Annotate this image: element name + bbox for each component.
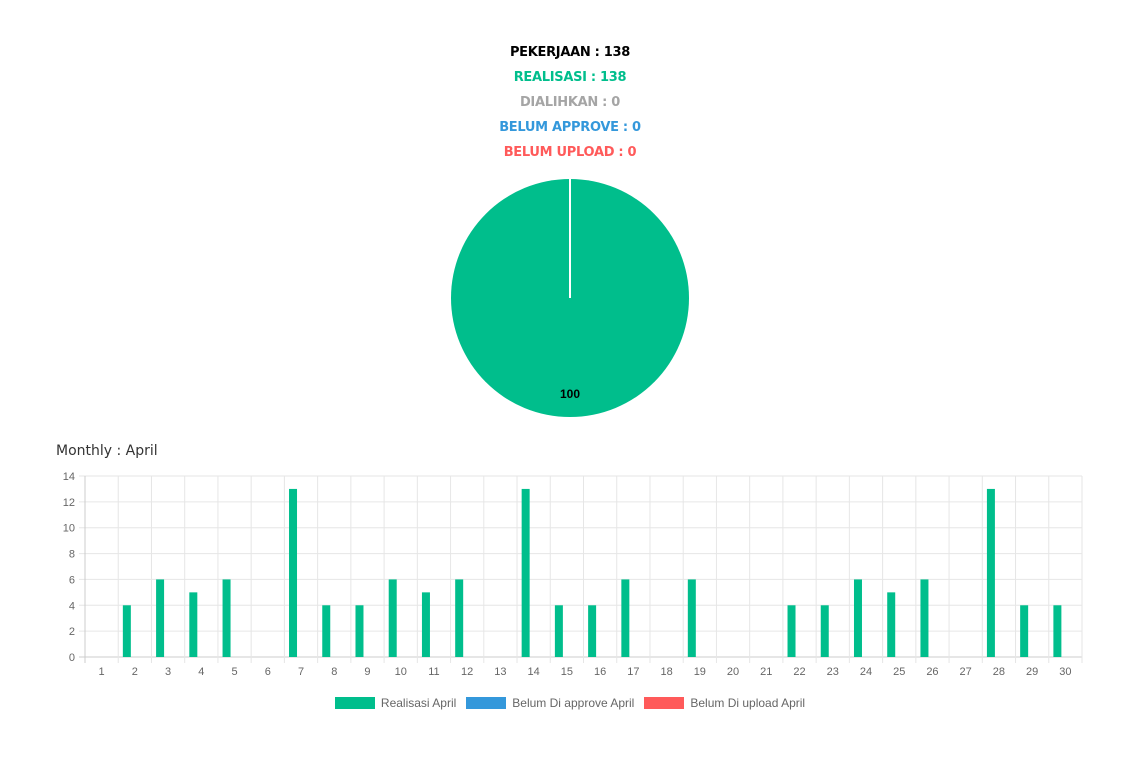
bar-realisasi-april[interactable] [588, 605, 597, 657]
monthly-chart-title: Monthly : April [56, 443, 158, 459]
x-tick-label: 17 [627, 666, 639, 678]
pekerjaan-count: PEKERJAAN : 138 [509, 45, 631, 60]
y-tick-label: 4 [69, 600, 75, 612]
belum-approve-count: BELUM APPROVE : 0 [499, 120, 641, 135]
bar-realisasi-april[interactable] [289, 488, 298, 657]
y-tick-label: 14 [63, 471, 75, 483]
x-tick-label: 15 [561, 666, 573, 678]
bar-realisasi-april[interactable] [322, 605, 331, 657]
x-tick-label: 2 [132, 666, 138, 678]
legend-swatch-realisasi [334, 697, 375, 709]
bar-realisasi-april[interactable] [222, 579, 231, 657]
legend-label-belum-upload: Belum Di upload April [690, 696, 806, 710]
x-tick-label: 1 [99, 666, 105, 678]
y-tick-label: 0 [69, 652, 75, 664]
bar-realisasi-april[interactable] [1020, 605, 1029, 657]
x-tick-label: 26 [926, 666, 938, 678]
bar-realisasi-april[interactable] [687, 579, 696, 657]
x-tick-label: 16 [594, 666, 606, 678]
x-tick-label: 6 [265, 666, 271, 678]
bar-realisasi-april[interactable] [122, 605, 131, 657]
summary-stats: PEKERJAAN : 138 REALISASI : 138 DIALIHKA… [0, 40, 1140, 165]
legend-swatch-belum-upload [644, 697, 685, 709]
x-tick-label: 21 [760, 666, 772, 678]
y-tick-label: 12 [63, 497, 75, 509]
x-tick-label: 20 [727, 666, 739, 678]
x-tick-label: 28 [993, 666, 1005, 678]
dialihkan-count: DIALIHKAN : 0 [519, 95, 621, 110]
bar-realisasi-april[interactable] [787, 605, 796, 657]
x-tick-label: 24 [860, 666, 872, 678]
legend-item-belum-upload[interactable]: Belum Di upload April [644, 696, 805, 710]
x-tick-label: 12 [461, 666, 473, 678]
y-tick-label: 6 [69, 574, 75, 586]
x-tick-label: 29 [1026, 666, 1038, 678]
pie-chart[interactable]: 100 [449, 177, 691, 419]
bar-realisasi-april[interactable] [156, 579, 165, 657]
bar-realisasi-april[interactable] [521, 488, 530, 657]
bar-realisasi-april[interactable] [820, 605, 829, 657]
x-tick-label: 27 [960, 666, 972, 678]
legend-item-belum-approve[interactable]: Belum Di approve April [466, 696, 634, 710]
legend-label-belum-approve: Belum Di approve April [512, 696, 635, 710]
legend-item-realisasi[interactable]: Realisasi April [334, 696, 457, 710]
y-tick-label: 2 [69, 626, 75, 638]
bar-realisasi-april[interactable] [554, 605, 563, 657]
bar-realisasi-april[interactable] [887, 592, 896, 657]
x-tick-label: 13 [494, 666, 506, 678]
bar-realisasi-april[interactable] [355, 605, 364, 657]
y-tick-label: 10 [63, 523, 75, 535]
chart-legend: Realisasi April Belum Di approve April B… [0, 696, 1140, 710]
bar-realisasi-april[interactable] [621, 579, 630, 657]
bar-realisasi-april[interactable] [853, 579, 862, 657]
x-tick-label: 14 [528, 666, 540, 678]
x-tick-label: 5 [231, 666, 237, 678]
x-tick-label: 9 [364, 666, 370, 678]
legend-label-realisasi: Realisasi April [380, 696, 457, 710]
bar-realisasi-april[interactable] [1053, 605, 1062, 657]
x-tick-label: 4 [198, 666, 204, 678]
x-tick-label: 19 [694, 666, 706, 678]
x-tick-label: 7 [298, 666, 304, 678]
bar-realisasi-april[interactable] [189, 592, 198, 657]
x-tick-label: 11 [428, 666, 439, 678]
y-tick-label: 8 [69, 549, 75, 561]
x-tick-label: 3 [165, 666, 171, 678]
x-tick-label: 8 [331, 666, 337, 678]
bar-realisasi-april[interactable] [986, 488, 995, 657]
belum-upload-count: BELUM UPLOAD : 0 [503, 145, 637, 160]
bar-realisasi-april[interactable] [421, 592, 430, 657]
x-tick-label: 30 [1059, 666, 1071, 678]
bar-realisasi-april[interactable] [455, 579, 464, 657]
legend-swatch-belum-approve [466, 697, 507, 709]
pie-slice-label: 100 [560, 387, 580, 401]
x-tick-label: 25 [893, 666, 905, 678]
bar-realisasi-april[interactable] [388, 579, 397, 657]
x-tick-label: 18 [660, 666, 672, 678]
bar-realisasi-april[interactable] [920, 579, 929, 657]
realisasi-count: REALISASI : 138 [513, 70, 627, 85]
x-tick-label: 10 [395, 666, 407, 678]
pie-chart-svg: 100 [451, 179, 689, 417]
x-tick-label: 23 [827, 666, 839, 678]
x-tick-label: 22 [793, 666, 805, 678]
